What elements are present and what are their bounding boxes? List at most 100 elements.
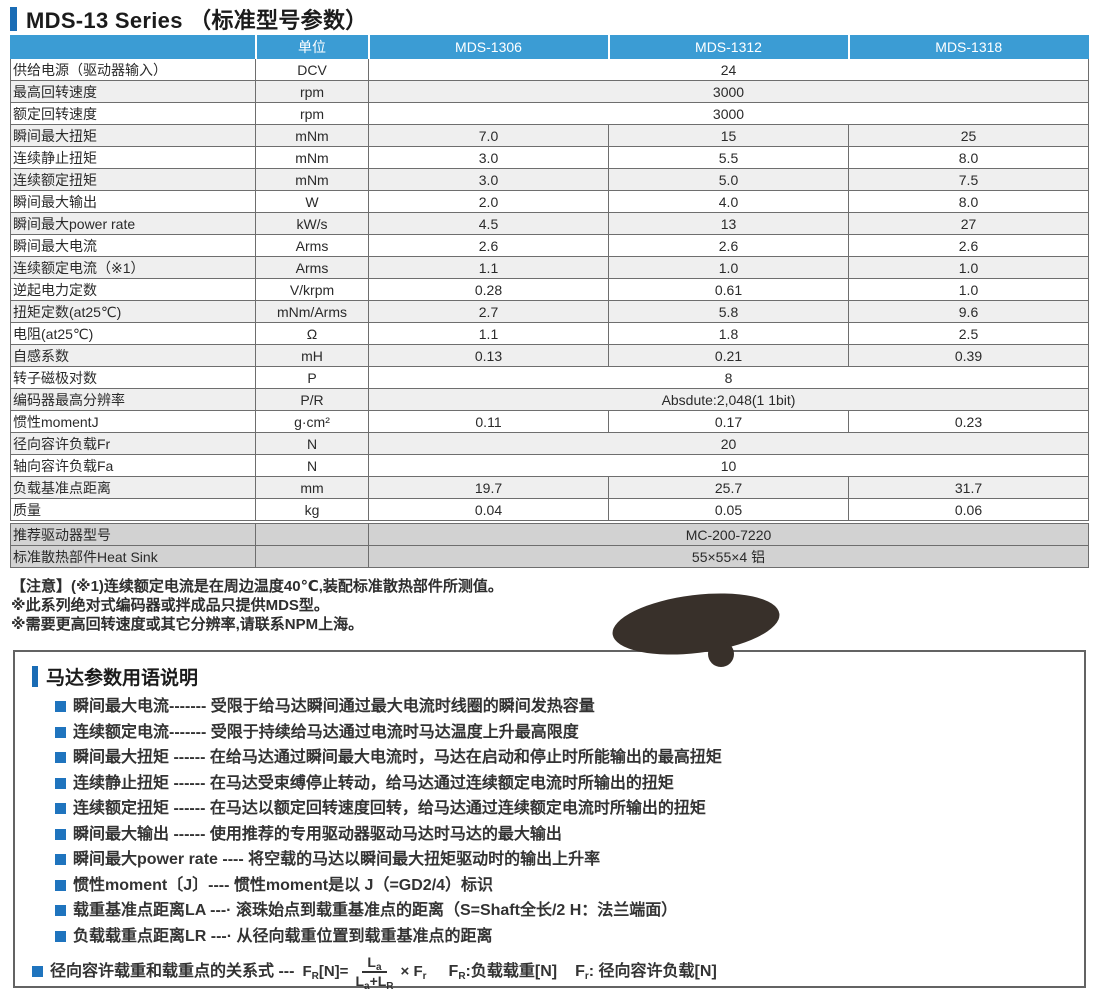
spec-footer-row: 推荐驱动器型号 MC-200-7220 [10,523,1089,546]
bullet-square-icon [55,905,66,916]
term-item: 瞬间最大power rate ---- 将空载的马达以瞬间最大扭矩驱动时的输出上… [55,850,1074,869]
value-cell: 0.61 [608,278,849,301]
param-name-cell: 编码器最高分辨率 [10,388,256,411]
unit-cell: Arms [255,256,369,279]
param-name-cell: 标准散热部件Heat Sink [10,545,256,568]
value-cell-span: 3000 [368,102,1089,125]
unit-cell: mm [255,476,369,499]
column-header-unit: 单位 [255,35,370,59]
fraction-denominator: La+LR [355,972,394,992]
note-line: ※此系列绝对式编码器或拌成品只提供MDS型。 [11,597,329,614]
value-cell: 31.7 [848,476,1089,499]
spec-table: 单位 MDS-1306 MDS-1312 MDS-1318 供给电源（驱动器输入… [10,35,1089,521]
value-cell: 25.7 [608,476,849,499]
param-name-cell: 最高回转速度 [10,80,256,103]
spec-row: 逆起电力定数 V/krpm 0.28 0.61 1.0 [10,278,1089,301]
column-header-mds1318: MDS-1318 [848,35,1089,59]
param-name-cell: 瞬间最大power rate [10,212,256,235]
value-cell: 13 [608,212,849,235]
spec-row: 自感系数 mH 0.13 0.21 0.39 [10,344,1089,367]
spec-header-row: 单位 MDS-1306 MDS-1312 MDS-1318 [10,35,1089,59]
value-cell: 7.0 [368,124,609,147]
param-name-cell: 径向容许负载Fr [10,432,256,455]
param-name-cell: 质量 [10,498,256,521]
value-cell: 1.0 [608,256,849,279]
unit-cell: W [255,190,369,213]
spec-row: 最高回转速度 rpm 3000 [10,80,1089,103]
value-cell: 9.6 [848,300,1089,323]
spec-row: 额定回转速度 rpm 3000 [10,102,1089,125]
note-line: ※需要更高回转速度或其它分辨率,请联系NPM上海。 [11,616,364,633]
page-title-text: MDS-13 Series （标准型号参数） [26,8,368,33]
formula-expression: FR[N]= La La+LR × Fr [302,954,426,992]
unit-cell: rpm [255,102,369,125]
term-text: 瞬间最大输出 ------ 使用推荐的专用驱动器驱动马达时马达的最大输出 [73,825,562,843]
term-item: 负载载重点距离LR ---· 从径向载重位置到载重基准点的距离 [55,927,1074,946]
term-item: 连续额定扭矩 ------ 在马达以额定回转速度回转，给马达通过连续额定电流时所… [55,799,1074,818]
spec-row: 负载基准点距离 mm 19.7 25.7 31.7 [10,476,1089,499]
term-item: 连续额定电流------- 受限于持续给马达通过电流时马达温度上升最高限度 [55,723,1074,742]
unit-cell: Arms [255,234,369,257]
value-cell: 5.5 [608,146,849,169]
unit-cell: P [255,366,369,389]
bullet-square-icon [55,726,66,738]
notes-block: 【注意】(※1)连续额定电流是在周边温度40℃,装配标准散热部件所测值。 ※此系… [11,577,1098,634]
note-line: 【注意】(※1)连续额定电流是在周边温度40℃,装配标准散热部件所测值。 [11,578,503,595]
value-cell-span: 55×55×4 铝 [368,545,1089,568]
bullet-square-icon [55,930,66,942]
terms-list: 瞬间最大电流------- 受限于给马达瞬间通过最大电流时线圈的瞬间发热容量 连续… [55,697,1074,946]
value-cell: 1.1 [368,256,609,279]
param-name-cell: 轴向容许负载Fa [10,454,256,477]
value-cell-span: MC-200-7220 [368,523,1089,546]
value-cell: 0.04 [368,498,609,521]
bullet-square-icon [55,803,66,814]
spec-row: 连续额定扭矩 mNm 3.0 5.0 7.5 [10,168,1089,191]
value-cell: 1.8 [608,322,849,345]
value-cell: 0.21 [608,344,849,367]
bullet-square-icon [55,701,66,712]
param-name-cell: 逆起电力定数 [10,278,256,301]
value-cell: 5.8 [608,300,849,323]
value-cell: 0.39 [848,344,1089,367]
term-text: 瞬间最大power rate ---- 将空载的马达以瞬间最大扭矩驱动时的输出上… [73,851,601,868]
unit-cell: mNm [255,146,369,169]
value-cell-span: Absdute:2,048(1 1bit) [368,388,1089,411]
value-cell: 0.28 [368,278,609,301]
unit-cell: Ω [255,322,369,345]
param-name-cell: 连续静止扭矩 [10,146,256,169]
param-name-cell: 瞬间最大输出 [10,190,256,213]
bullet-square-icon [55,777,66,789]
formula-fraction: La La+LR [353,954,395,992]
value-cell: 0.13 [368,344,609,367]
unit-cell [255,523,369,546]
term-item: 载重基准点距离LA ---· 滚珠始点到载重基准点的距离（S=Shaft全长/2… [55,901,1074,920]
value-cell: 8.0 [848,190,1089,213]
value-cell: 15 [608,124,849,147]
term-text: 连续额定电流------- 受限于持续给马达通过电流时马达温度上升最高限度 [73,723,579,741]
unit-cell: P/R [255,388,369,411]
unit-cell: rpm [255,80,369,103]
value-cell: 0.23 [848,410,1089,433]
unit-cell: V/krpm [255,278,369,301]
terminology-accent-bar [32,665,38,687]
term-item: 瞬间最大电流------- 受限于给马达瞬间通过最大电流时线圈的瞬间发热容量 [55,697,1074,716]
terminology-box: 马达参数用语说明 瞬间最大电流------- 受限于给马达瞬间通过最大电流时线圈… [13,650,1086,992]
value-cell: 3.0 [368,168,609,191]
value-cell: 4.0 [608,190,849,213]
spec-row: 瞬间最大输出 W 2.0 4.0 8.0 [10,190,1089,213]
value-cell-span: 20 [368,432,1089,455]
spec-row: 瞬间最大power rate kW/s 4.5 13 27 [10,212,1089,235]
column-header-mds1312: MDS-1312 [608,35,850,59]
fraction-numerator: La [362,954,387,973]
list-item-formula: 径向容许载重和载重点的关系式 --- FR[N]= La La+LR × Fr … [32,954,1074,992]
formula-legend-fr: FR:负载载重[N] [448,963,558,982]
term-text: 瞬间最大电流------- 受限于给马达瞬间通过最大电流时线圈的瞬间发热容量 [73,698,595,715]
column-header-mds1306: MDS-1306 [368,35,610,59]
terminology-title: 马达参数用语说明 [32,664,1074,689]
unit-cell: mH [255,344,369,367]
spec-row: 编码器最高分辨率 P/R Absdute:2,048(1 1bit) [10,388,1089,411]
value-cell: 1.0 [848,256,1089,279]
value-cell: 2.6 [848,234,1089,257]
unit-cell: g·cm² [255,410,369,433]
unit-cell: DCV [255,58,369,81]
